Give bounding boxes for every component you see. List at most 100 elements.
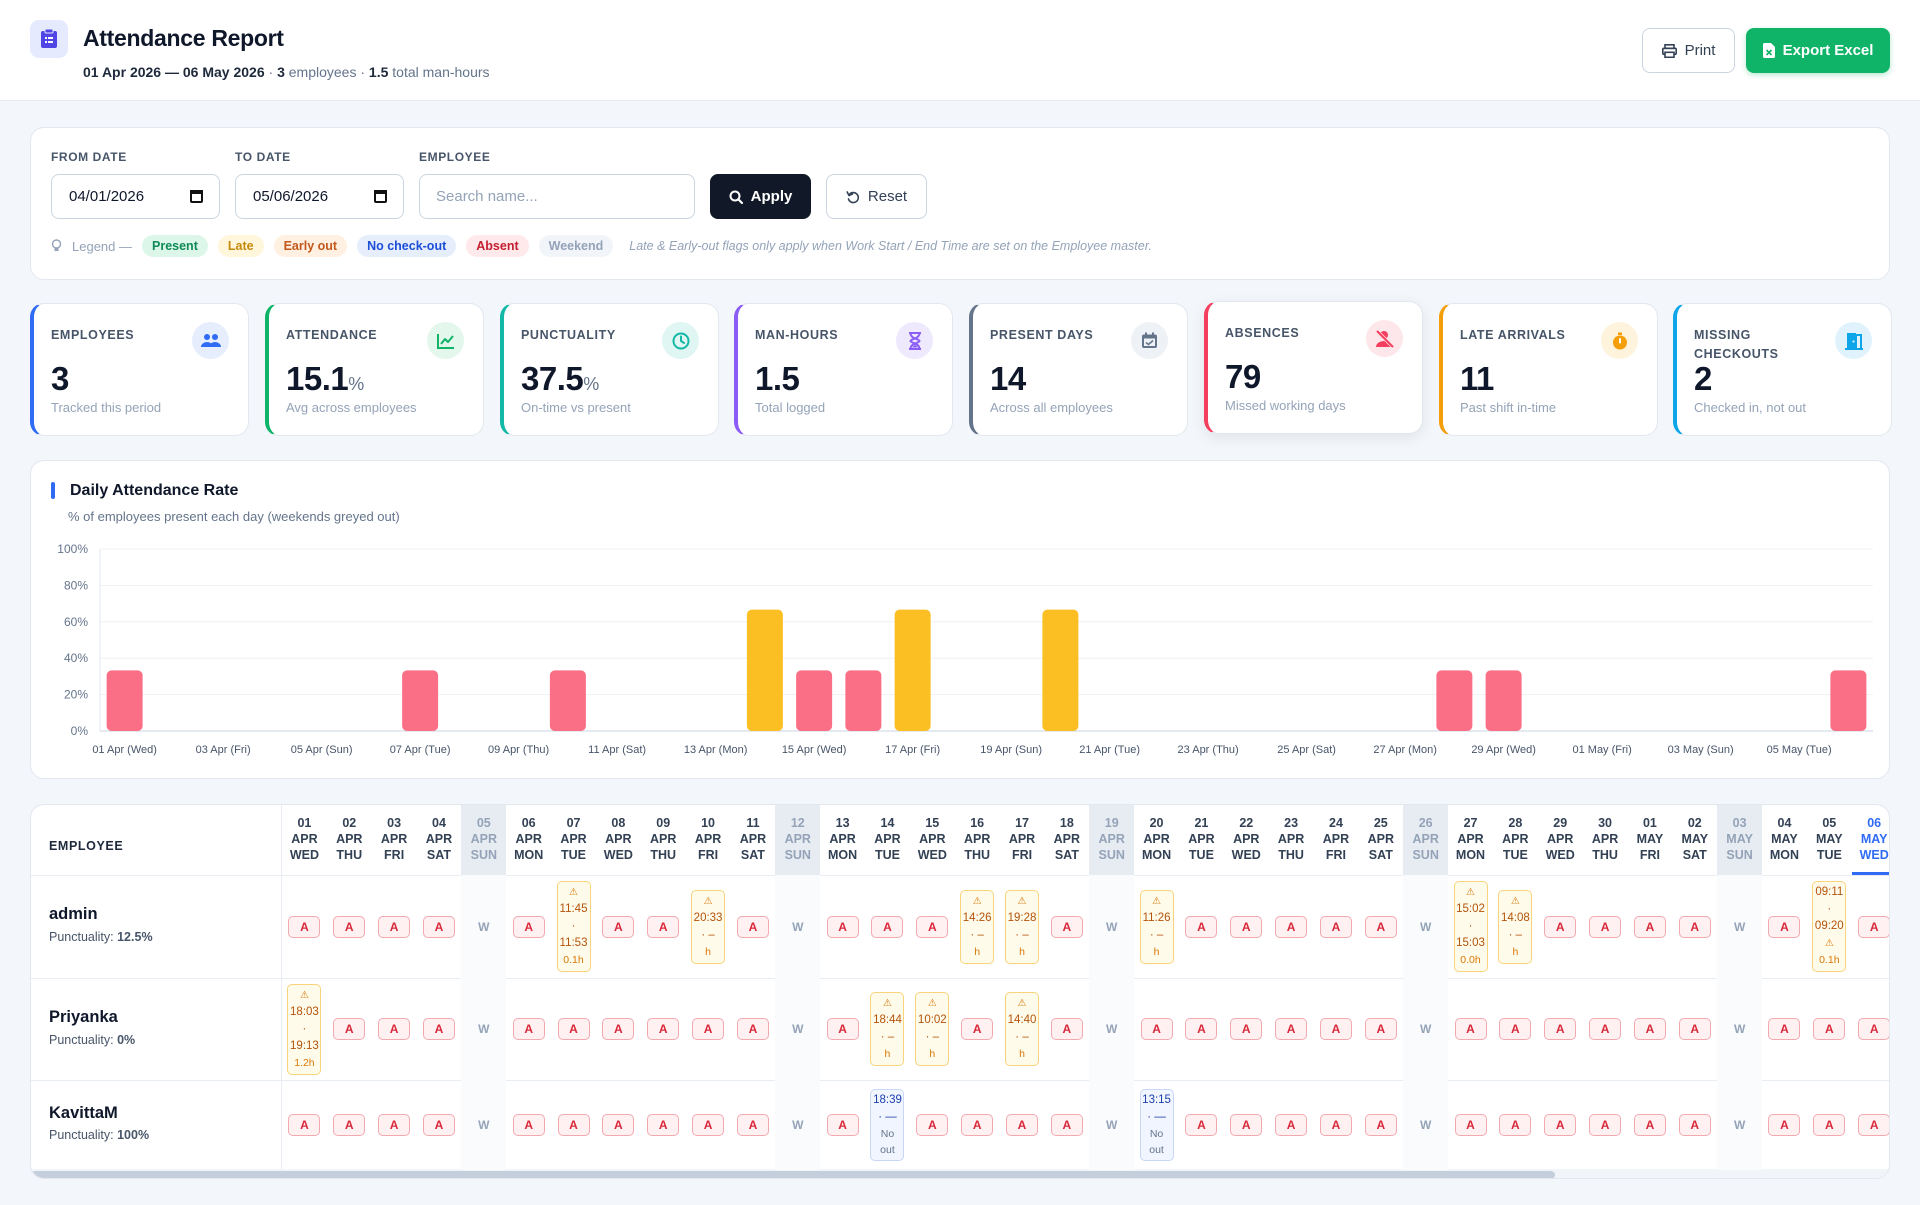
absent-badge[interactable]: A [961, 1114, 994, 1136]
day-cell[interactable]: ⚠ 14:40 · – h [1000, 978, 1045, 1080]
absent-badge[interactable]: A [602, 1018, 635, 1040]
day-cell[interactable]: A [327, 978, 372, 1080]
day-cell[interactable]: ⚠ 15:02 · 15:03 0.0h [1448, 875, 1493, 978]
day-cell[interactable]: A [1538, 1080, 1583, 1170]
day-cell[interactable]: A [1044, 875, 1089, 978]
absent-badge[interactable]: A [1140, 1018, 1173, 1040]
absent-badge[interactable]: A [512, 1114, 545, 1136]
day-cell[interactable]: A [1583, 1080, 1628, 1170]
day-cell[interactable]: ⚠ 19:28 · – h [1000, 875, 1045, 978]
day-cell[interactable]: ⚠ 20:33 · – h [686, 875, 731, 978]
no-checkout-badge[interactable]: 18:39 · — No out [870, 1089, 905, 1161]
day-cell[interactable]: A [1269, 978, 1314, 1080]
day-cell[interactable]: A [1179, 1080, 1224, 1170]
day-cell[interactable]: A [686, 1080, 731, 1170]
absent-badge[interactable]: A [288, 915, 321, 938]
absent-badge[interactable]: A [1319, 1018, 1352, 1040]
absent-badge[interactable]: A [378, 1018, 411, 1040]
late-badge[interactable]: ⚠ 15:02 · 15:03 0.0h [1453, 881, 1488, 972]
absent-badge[interactable]: A [1230, 1018, 1263, 1040]
absent-badge[interactable]: A [1454, 1114, 1487, 1136]
day-cell[interactable]: A [955, 978, 1000, 1080]
day-cell[interactable]: A [1448, 1080, 1493, 1170]
absent-badge[interactable]: A [602, 915, 635, 938]
day-cell[interactable]: A [1224, 875, 1269, 978]
absent-badge[interactable]: A [826, 915, 859, 938]
absent-badge[interactable]: A [333, 1114, 366, 1136]
day-cell[interactable]: A [1583, 875, 1628, 978]
absent-badge[interactable]: A [422, 1018, 455, 1040]
day-cell[interactable]: A [641, 1080, 686, 1170]
absent-badge[interactable]: A [826, 1114, 859, 1136]
day-cell[interactable]: W [1717, 1080, 1762, 1170]
day-cell[interactable]: A [1448, 978, 1493, 1080]
day-cell[interactable]: A [1314, 978, 1359, 1080]
day-cell[interactable]: A [506, 875, 551, 978]
day-cell[interactable]: W [1717, 978, 1762, 1080]
absent-badge[interactable]: A [1633, 915, 1666, 938]
late-badge[interactable]: ⚠ 14:40 · – h [1005, 992, 1040, 1066]
late-badge[interactable]: ⚠ 10:02 · – h [915, 992, 950, 1066]
day-cell[interactable]: A [820, 1080, 865, 1170]
day-cell[interactable]: 18:39 · — No out [865, 1080, 910, 1170]
day-cell[interactable]: W [1089, 978, 1134, 1080]
day-cell[interactable]: A [372, 978, 417, 1080]
day-cell[interactable]: A [865, 875, 910, 978]
absent-badge[interactable]: A [916, 1114, 949, 1136]
absent-badge[interactable]: A [557, 1114, 590, 1136]
day-cell[interactable]: A [910, 1080, 955, 1170]
day-cell[interactable]: A [1538, 875, 1583, 978]
absent-badge[interactable]: A [1230, 1114, 1263, 1136]
day-cell[interactable]: A [1179, 978, 1224, 1080]
absent-badge[interactable]: A [1589, 1018, 1622, 1040]
late-badge[interactable]: ⚠ 18:44 · – h [870, 992, 905, 1066]
day-cell[interactable]: A [1852, 978, 1889, 1080]
late-badge[interactable]: ⚠ 14:08 · – h [1498, 889, 1533, 964]
day-cell[interactable]: W [1717, 875, 1762, 978]
day-cell[interactable]: A [1672, 1080, 1717, 1170]
absent-badge[interactable]: A [333, 915, 366, 938]
day-cell[interactable]: A [1852, 1080, 1889, 1170]
absent-badge[interactable]: A [1319, 1114, 1352, 1136]
absent-badge[interactable]: A [512, 1018, 545, 1040]
to-date-input[interactable]: 05/06/2026 [235, 174, 404, 219]
print-button[interactable]: Print [1642, 28, 1735, 73]
day-cell[interactable]: A [820, 875, 865, 978]
day-cell[interactable]: A [596, 978, 641, 1080]
day-cell[interactable]: A [731, 1080, 776, 1170]
day-cell[interactable]: A [1314, 1080, 1359, 1170]
day-cell[interactable]: A [1493, 978, 1538, 1080]
absent-badge[interactable]: A [826, 1018, 859, 1040]
day-cell[interactable]: A [417, 875, 462, 978]
day-cell[interactable]: A [596, 875, 641, 978]
absent-badge[interactable]: A [378, 915, 411, 938]
day-cell[interactable]: A [282, 1080, 327, 1170]
absent-badge[interactable]: A [692, 1018, 725, 1040]
from-date-input[interactable]: 04/01/2026 [51, 174, 220, 219]
absent-badge[interactable]: A [1544, 915, 1577, 938]
absent-badge[interactable]: A [647, 915, 680, 938]
absent-badge[interactable]: A [422, 1114, 455, 1136]
absent-badge[interactable]: A [602, 1114, 635, 1136]
absent-badge[interactable]: A [378, 1114, 411, 1136]
absent-badge[interactable]: A [1364, 1018, 1397, 1040]
absent-badge[interactable]: A [422, 915, 455, 938]
absent-badge[interactable]: A [961, 1018, 994, 1040]
absent-badge[interactable]: A [1275, 915, 1308, 938]
day-cell[interactable]: W [461, 875, 506, 978]
absent-badge[interactable]: A [1185, 915, 1218, 938]
absent-badge[interactable]: A [1230, 915, 1263, 938]
absent-badge[interactable]: A [916, 915, 949, 938]
absent-badge[interactable]: A [1185, 1114, 1218, 1136]
absent-badge[interactable]: A [1678, 915, 1711, 938]
day-cell[interactable]: A [327, 1080, 372, 1170]
day-cell[interactable]: A [955, 1080, 1000, 1170]
absent-badge[interactable]: A [1633, 1114, 1666, 1136]
day-cell[interactable]: A [1224, 1080, 1269, 1170]
calendar-icon[interactable] [374, 190, 387, 203]
absent-badge[interactable]: A [1319, 915, 1352, 938]
day-cell[interactable]: A [596, 1080, 641, 1170]
day-cell[interactable]: A [372, 875, 417, 978]
absent-badge[interactable]: A [1185, 1018, 1218, 1040]
day-cell[interactable]: A [1852, 875, 1889, 978]
